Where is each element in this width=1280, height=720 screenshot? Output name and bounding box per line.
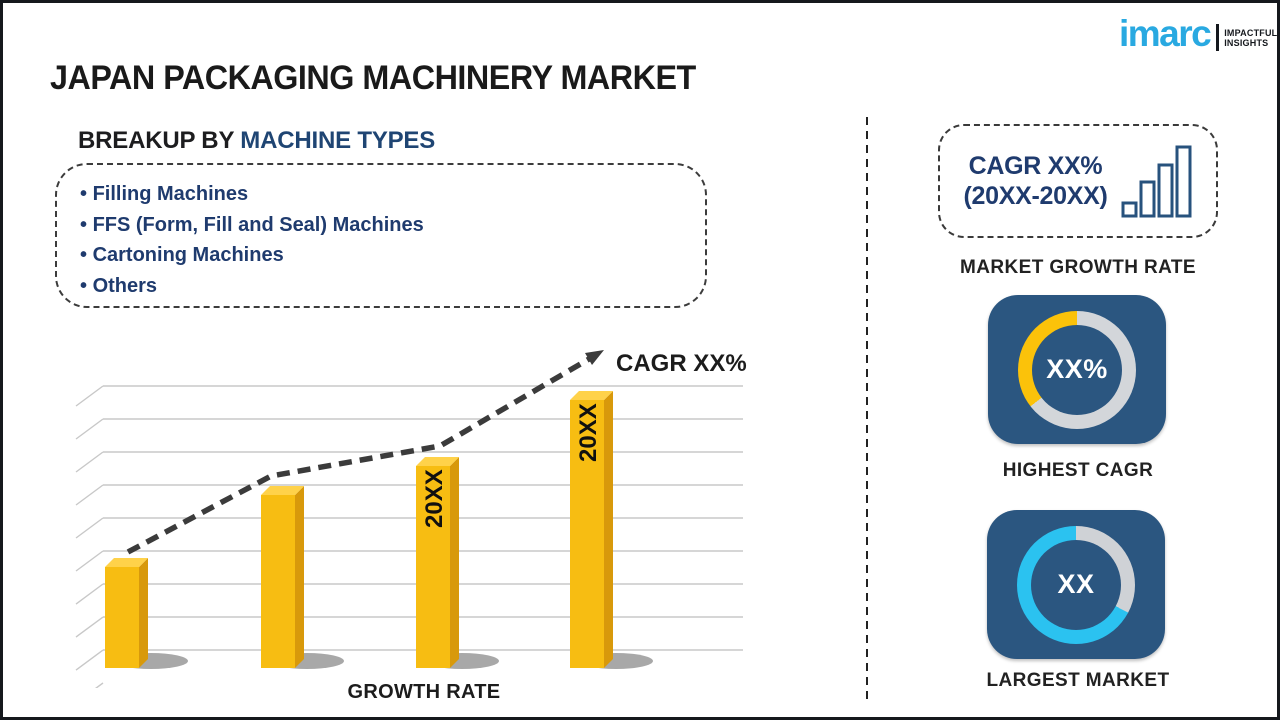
chart-bars: 20XX 20XX bbox=[105, 391, 653, 669]
highest-cagr-value: XX% bbox=[1046, 354, 1108, 384]
chart-gridlines bbox=[75, 385, 743, 688]
machine-types-box: Filling Machines FFS (Form, Fill and Sea… bbox=[55, 163, 707, 308]
highest-cagr-card: XX% bbox=[988, 295, 1166, 444]
list-item: Filling Machines bbox=[80, 179, 695, 210]
growth-bars-icon bbox=[1121, 145, 1191, 218]
imarc-logo-text: imarc bbox=[1119, 13, 1212, 54]
largest-market-donut-icon: XX bbox=[1017, 525, 1135, 644]
breakup-heading-prefix: BREAKUP BY bbox=[78, 127, 241, 154]
machine-types-list: Filling Machines FFS (Form, Fill and Sea… bbox=[57, 165, 705, 301]
logo-tagline: IMPACTFUL INSIGHTS bbox=[1224, 28, 1277, 48]
page-title: JAPAN PACKAGING MACHINERY MARKET bbox=[50, 59, 696, 97]
breakup-heading: BREAKUP BY MACHINE TYPES bbox=[78, 127, 435, 155]
market-growth-rate-label: MARKET GROWTH RATE bbox=[960, 257, 1196, 278]
highest-cagr-label: HIGHEST CAGR bbox=[1002, 460, 1154, 481]
trend-arrow bbox=[126, 350, 604, 555]
logo-tagline-line2: INSIGHTS bbox=[1224, 37, 1269, 48]
donut-center: XX bbox=[1031, 539, 1121, 630]
highest-cagr-donut-icon: XX% bbox=[1018, 310, 1136, 429]
cagr-box: CAGR XX% (20XX-20XX) bbox=[938, 124, 1218, 238]
cagr-value: CAGR XX% bbox=[968, 152, 1103, 180]
list-item: FFS (Form, Fill and Seal) Machines bbox=[80, 210, 695, 241]
x-axis-label: GROWTH RATE bbox=[347, 681, 501, 703]
breakup-heading-highlight: MACHINE TYPES bbox=[240, 127, 436, 154]
list-item: Others bbox=[80, 271, 695, 302]
logo-tagline-line1: IMPACTFUL bbox=[1224, 27, 1278, 38]
section-divider bbox=[866, 117, 868, 703]
largest-market-card: XX bbox=[987, 510, 1165, 659]
list-item: Cartoning Machines bbox=[80, 240, 695, 271]
largest-market-value: XX bbox=[1057, 569, 1095, 599]
svg-text:20XX: 20XX bbox=[421, 469, 448, 528]
logo-divider-bar bbox=[1216, 24, 1220, 51]
svg-text:20XX: 20XX bbox=[575, 403, 602, 462]
imarc-logo: imarc IMPACTFUL INSIGHTS bbox=[1119, 15, 1277, 52]
cagr-box-text: CAGR XX% (20XX-20XX) bbox=[964, 151, 1108, 211]
trend-cagr-label: CAGR XX% bbox=[616, 350, 747, 377]
cagr-period: (20XX-20XX) bbox=[963, 182, 1108, 210]
largest-market-label: LARGEST MARKET bbox=[986, 670, 1170, 691]
growth-rate-bar-chart: 20XX 20XX CAGR XX% bbox=[75, 350, 747, 688]
donut-center: XX% bbox=[1032, 324, 1122, 415]
